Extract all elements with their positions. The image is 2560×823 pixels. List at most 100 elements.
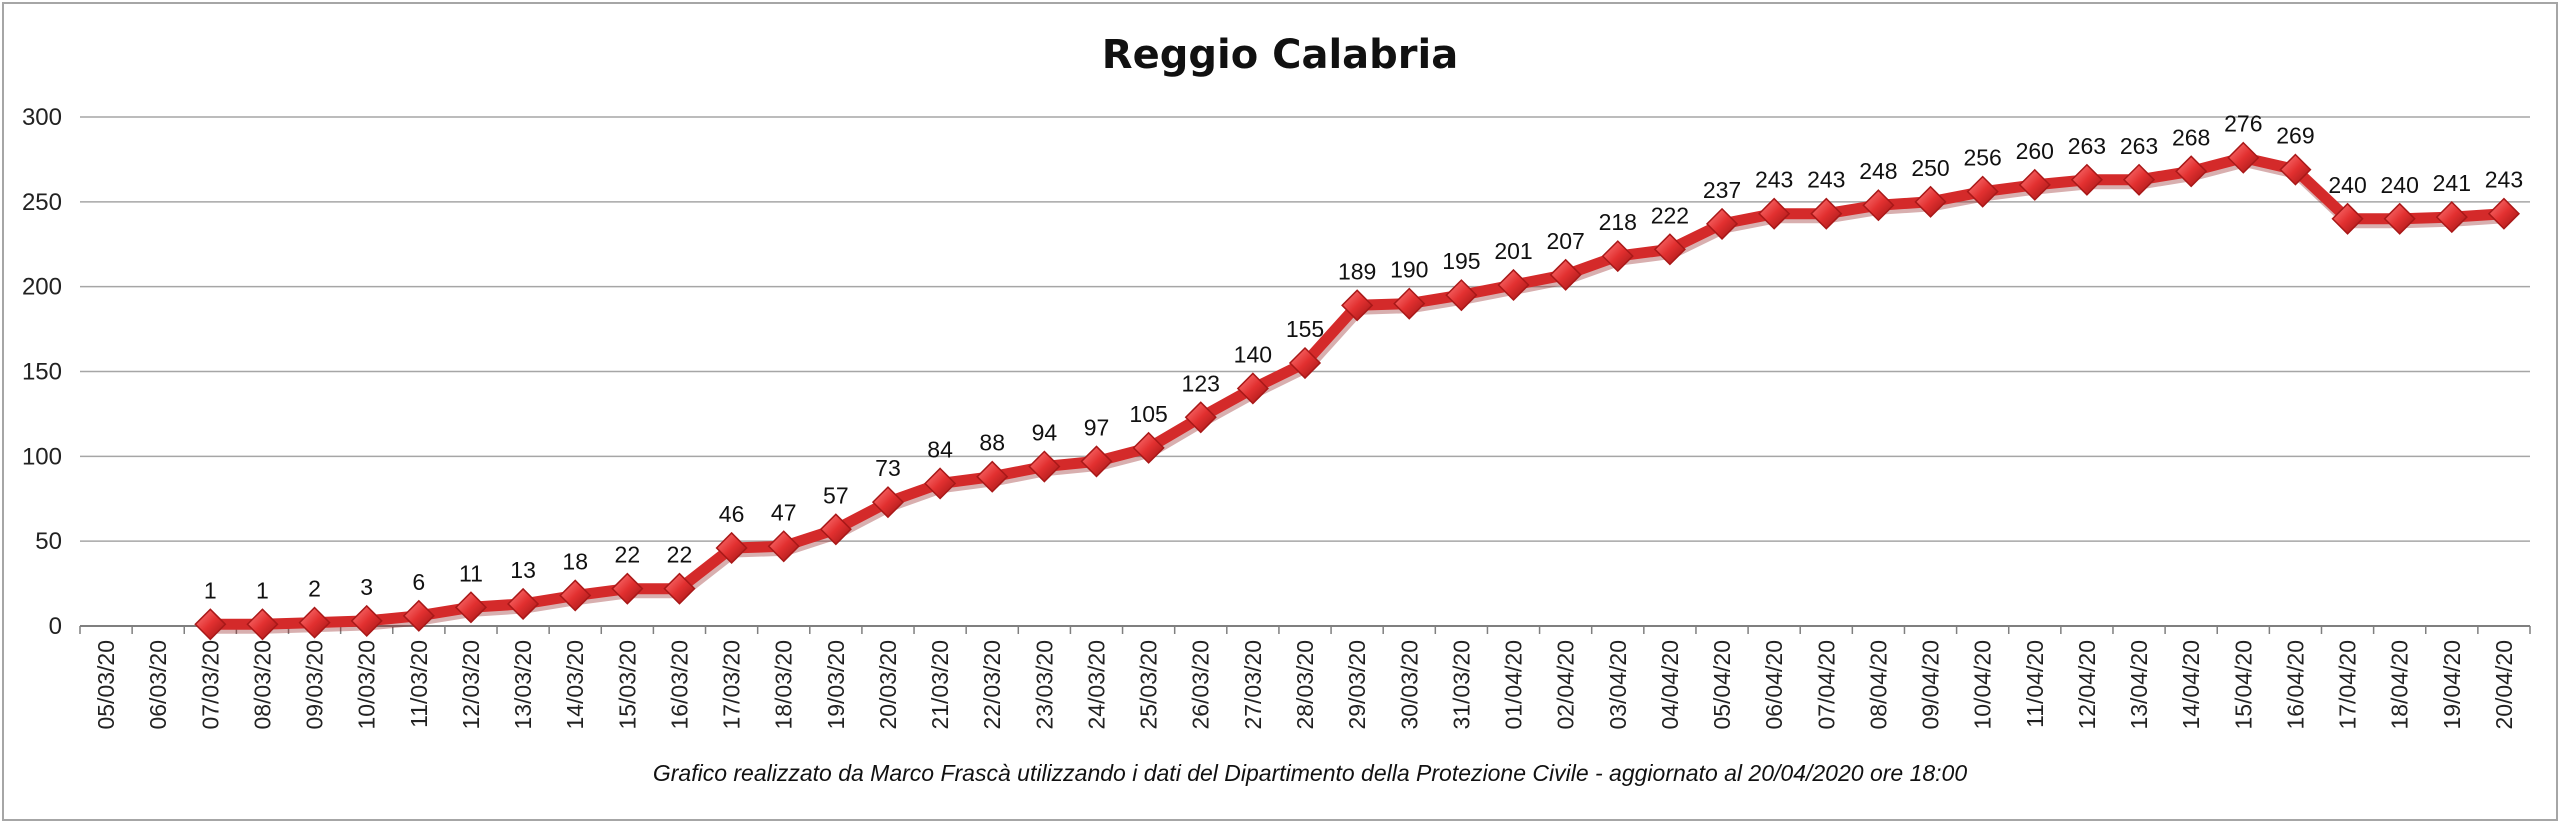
data-label: 84	[927, 436, 953, 462]
x-tick-label: 31/03/20	[1448, 640, 1474, 730]
data-label: 256	[1963, 145, 2001, 171]
data-label: 1	[256, 577, 269, 603]
data-point	[2018, 168, 2051, 201]
x-tick-label: 15/04/20	[2230, 640, 2256, 730]
data-label: 22	[615, 542, 641, 568]
x-tick-label: 10/04/20	[1970, 640, 1996, 730]
series-line-shadow	[205, 154, 2513, 634]
y-tick-label: 150	[22, 359, 62, 386]
data-label: 195	[1442, 248, 1480, 274]
data-point	[871, 486, 905, 519]
data-point	[2279, 153, 2312, 186]
data-label: 88	[979, 430, 1005, 456]
x-tick-label: 13/04/20	[2126, 640, 2152, 730]
data-label: 260	[2016, 138, 2054, 164]
x-tick-label: 17/03/20	[719, 640, 745, 730]
x-tick-label: 28/03/20	[1292, 640, 1318, 730]
data-point	[298, 606, 331, 639]
data-label: 47	[771, 499, 797, 525]
data-label: 269	[2276, 123, 2314, 149]
x-tick-label: 11/03/20	[406, 640, 432, 728]
data-point	[2070, 163, 2103, 196]
x-tick-label: 09/04/20	[1918, 640, 1944, 730]
data-point	[454, 591, 488, 624]
y-tick-label: 200	[22, 274, 62, 301]
x-tick-label: 17/04/20	[2335, 640, 2361, 730]
x-tick-label: 06/03/20	[145, 640, 171, 730]
x-tick-label: 08/03/20	[249, 640, 275, 730]
data-label: 18	[562, 548, 588, 574]
data-point	[767, 530, 800, 563]
data-label: 57	[823, 482, 849, 508]
data-point	[1862, 189, 1895, 222]
data-point	[924, 467, 957, 500]
data-label: 190	[1390, 257, 1428, 283]
data-point	[2487, 197, 2520, 230]
x-tick-label: 07/04/20	[1813, 640, 1839, 730]
data-label: 218	[1599, 209, 1637, 235]
data-label: 6	[412, 569, 425, 595]
data-label: 123	[1182, 370, 1220, 396]
x-tick-label: 30/03/20	[1396, 640, 1422, 730]
data-label: 189	[1338, 258, 1376, 284]
data-point	[2227, 141, 2260, 174]
data-point	[2175, 155, 2208, 188]
data-point	[1705, 207, 1739, 240]
x-tick-label: 16/04/20	[2282, 640, 2308, 730]
x-tick-label: 06/04/20	[1761, 640, 1787, 730]
x-tick-label: 07/03/20	[197, 640, 223, 730]
x-tick-label: 12/04/20	[2074, 640, 2100, 730]
data-point	[2435, 201, 2468, 234]
data-point	[1184, 401, 1217, 434]
x-tick-label: 02/04/20	[1553, 640, 1579, 730]
data-label: 222	[1651, 202, 1689, 228]
x-tick-label: 16/03/20	[666, 640, 692, 730]
data-label: 263	[2120, 133, 2158, 159]
data-label: 240	[2380, 172, 2418, 198]
x-tick-label: 19/04/20	[2439, 640, 2465, 730]
data-point	[1288, 346, 1322, 380]
data-label: 263	[2068, 133, 2106, 159]
data-point	[1393, 287, 1426, 320]
x-tick-label: 20/03/20	[875, 640, 901, 730]
y-axis-ticks: 0 50 100 150 200 250 300	[22, 104, 62, 640]
data-point	[1758, 197, 1791, 230]
x-tick-label: 10/03/20	[354, 640, 380, 730]
axes	[79, 625, 2531, 634]
chart-title: Reggio Calabria	[1102, 32, 1458, 78]
data-point	[976, 460, 1009, 493]
x-tick-label: 14/03/20	[562, 640, 588, 730]
data-label: 94	[1032, 420, 1058, 446]
x-tick-label: 13/03/20	[510, 640, 536, 730]
data-label: 13	[510, 557, 536, 583]
data-label: 3	[360, 574, 373, 600]
series-line	[204, 152, 2513, 634]
y-tick-label: 100	[22, 443, 62, 470]
x-tick-label: 29/03/20	[1344, 640, 1370, 730]
x-tick-label: 09/03/20	[302, 640, 328, 730]
x-tick-label: 04/04/20	[1657, 640, 1683, 730]
data-label: 46	[719, 501, 745, 527]
data-point	[1236, 372, 1269, 405]
data-label: 201	[1494, 238, 1532, 264]
data-point	[715, 531, 748, 565]
data-point	[507, 587, 540, 621]
data-point	[559, 579, 592, 612]
data-point	[1549, 258, 1582, 291]
data-label: 243	[1755, 167, 1793, 193]
data-point	[350, 604, 383, 637]
data-point	[1445, 279, 1478, 312]
data-label: 240	[2328, 172, 2366, 198]
x-tick-label: 01/04/20	[1501, 640, 1527, 730]
data-point	[663, 572, 696, 605]
data-label: 243	[1807, 167, 1845, 193]
x-tick-label: 26/03/20	[1188, 640, 1214, 730]
y-tick-label: 50	[35, 528, 62, 555]
x-tick-label: 05/03/20	[93, 640, 119, 730]
x-tick-label: 21/03/20	[927, 640, 953, 730]
data-label: 243	[2485, 167, 2523, 193]
x-tick-label: 11/04/20	[2022, 640, 2048, 728]
x-tick-label: 27/03/20	[1240, 640, 1266, 730]
data-label: 155	[1286, 316, 1324, 342]
